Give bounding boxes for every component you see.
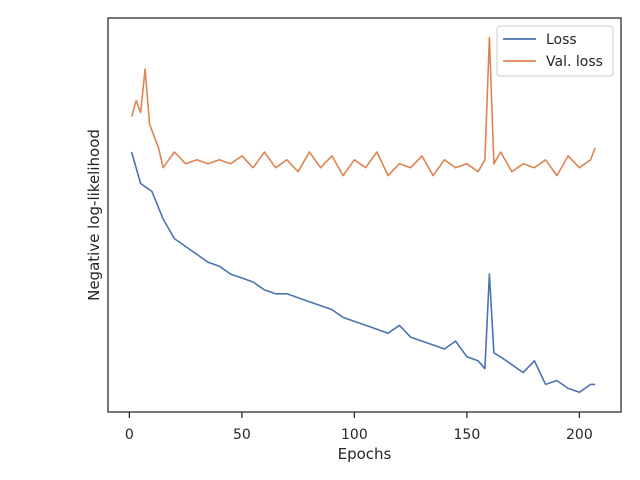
legend-label-val-loss: Val. loss — [546, 54, 603, 70]
x-tick-label: 100 — [341, 427, 368, 443]
x-tick-label: 0 — [125, 427, 134, 443]
x-axis-label: Epochs — [338, 445, 392, 463]
series-line-loss — [130, 151, 596, 394]
x-tick-label: 150 — [454, 427, 481, 443]
plot-frame — [107, 17, 622, 413]
y-axis-label: Negative log-likelihood — [85, 129, 103, 301]
series-line-val-loss — [130, 36, 596, 177]
legend: Loss Val. loss — [496, 25, 614, 77]
series-lines — [130, 36, 596, 394]
legend-label-loss: Loss — [546, 32, 577, 48]
x-tick-label: 50 — [233, 427, 251, 443]
x-tick-label: 200 — [566, 427, 593, 443]
x-axis-ticks: 0 50 100 150 200 — [125, 412, 593, 443]
